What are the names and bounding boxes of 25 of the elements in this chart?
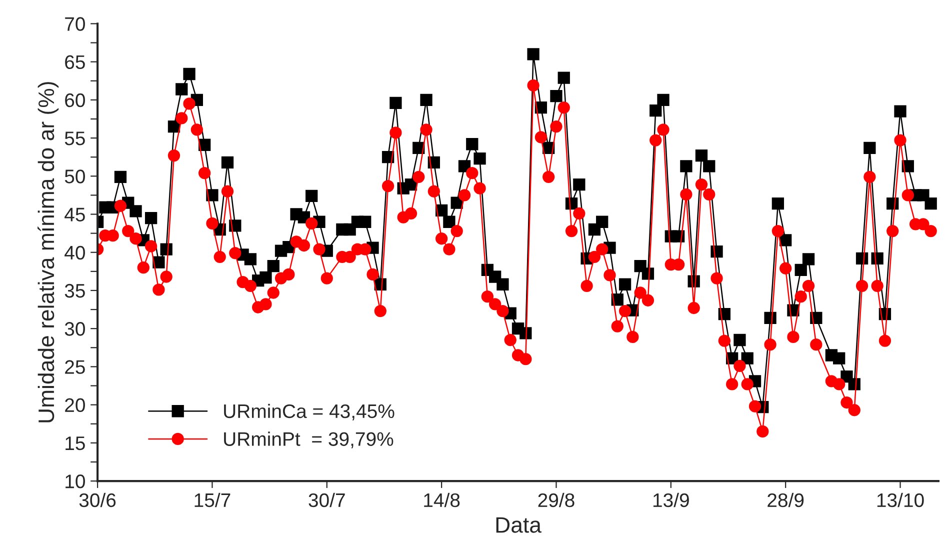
y-tick-label: 15 [66, 436, 85, 450]
x-tick-label: 14/8 [424, 492, 460, 508]
legend-label: URminPt = 39,79% [224, 432, 394, 448]
y-tick-label: 60 [65, 93, 85, 108]
y-tick-label: 40 [64, 246, 85, 260]
y-tick-label: 10 [66, 474, 85, 488]
y-tick-label: 20 [65, 398, 85, 412]
y-tick-label: 50 [64, 170, 85, 184]
legend-label: URminCa = 43,45% [224, 404, 394, 420]
x-tick-label: 15/7 [194, 492, 230, 508]
y-tick-label: 35 [64, 284, 85, 298]
x-tick-label: 13/9 [653, 492, 689, 508]
y-tick-label: 45 [64, 208, 85, 222]
y-tick-label: 65 [65, 55, 85, 70]
x-axis-title: Data [496, 517, 542, 533]
y-tick-label: 55 [64, 132, 85, 146]
y-tick-label: 25 [65, 360, 85, 374]
y-tick-label: 30 [64, 322, 85, 336]
x-tick-label: 28/9 [768, 492, 804, 508]
x-tick-label: 30/7 [308, 492, 345, 508]
x-tick-label: 30/6 [79, 492, 116, 508]
x-tick-label: 29/8 [538, 492, 574, 508]
x-tick-label: 13/10 [877, 492, 924, 508]
y-tick-label: 70 [65, 17, 85, 31]
y-axis-title: Umidade relativa mínima do ar (%) [38, 82, 59, 422]
